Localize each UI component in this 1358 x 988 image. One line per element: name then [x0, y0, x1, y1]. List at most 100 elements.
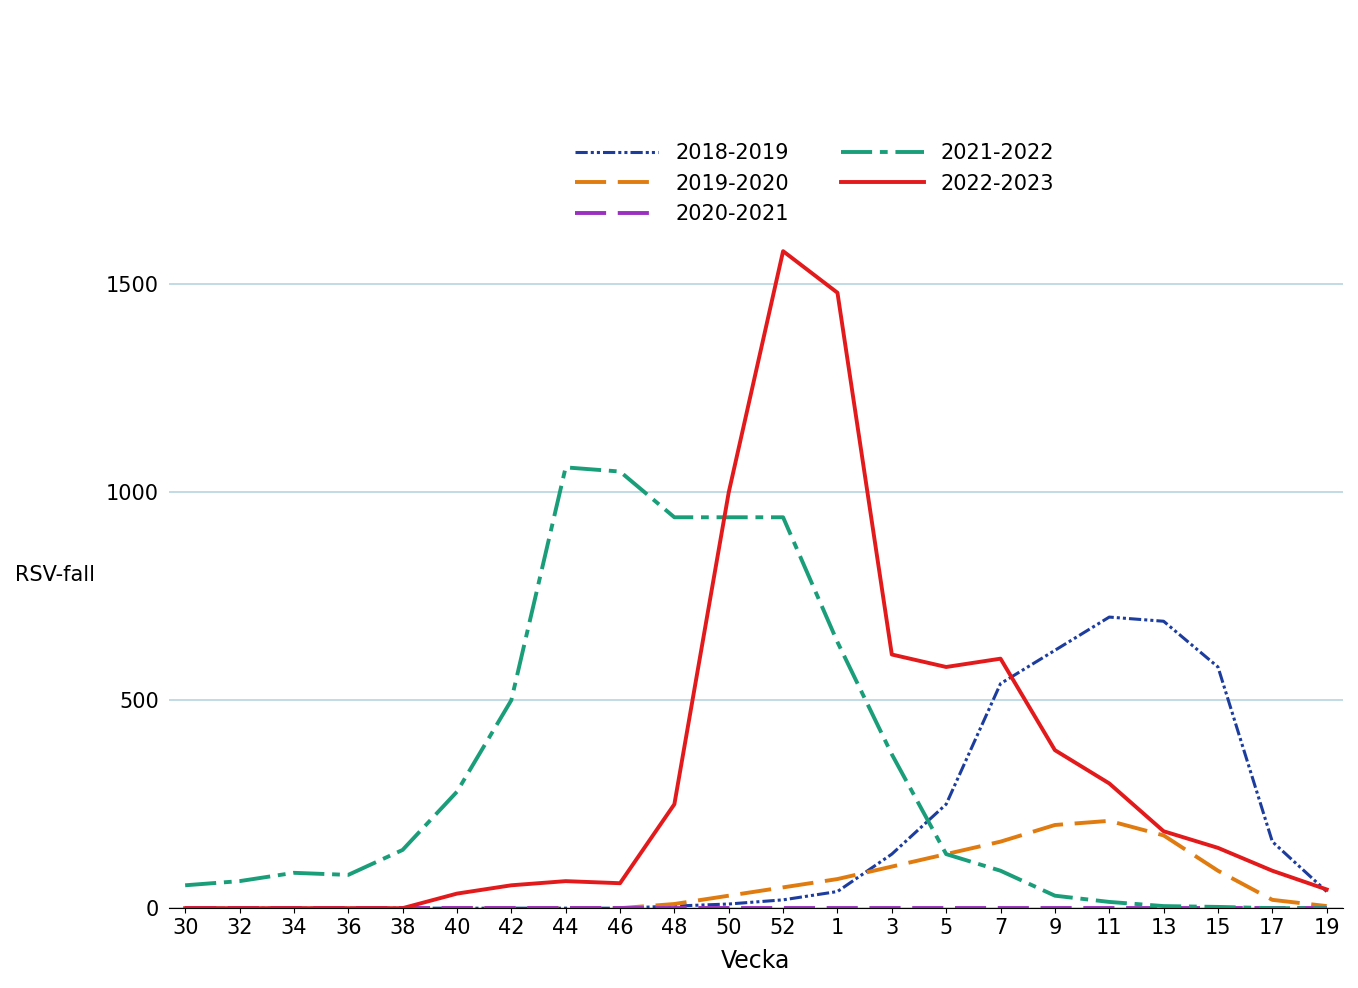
2020-2021 [1210, 902, 1226, 914]
Line: 2018-2019: 2018-2019 [185, 618, 1327, 908]
2021-2022 [775, 512, 792, 524]
2020-2021 [612, 902, 629, 914]
2020-2021 [1101, 902, 1118, 914]
2019-2020 [721, 890, 737, 902]
2020-2021 [884, 902, 900, 914]
2022-2023 [558, 875, 574, 887]
2020-2021 [830, 902, 846, 914]
Y-axis label: RSV-fall: RSV-fall [15, 565, 95, 585]
Line: 2021-2022: 2021-2022 [185, 467, 1327, 908]
2018-2019 [177, 902, 193, 914]
2018-2019 [721, 898, 737, 910]
2018-2019 [1047, 644, 1063, 656]
2019-2020 [830, 873, 846, 885]
2021-2022 [1264, 902, 1281, 914]
X-axis label: Vecka: Vecka [721, 949, 790, 973]
2022-2023 [285, 902, 301, 914]
Line: 2022-2023: 2022-2023 [185, 251, 1327, 908]
2022-2023 [394, 902, 410, 914]
2019-2020 [231, 902, 247, 914]
2020-2021 [775, 902, 792, 914]
2021-2022 [884, 748, 900, 760]
2018-2019 [285, 902, 301, 914]
2021-2022 [1319, 902, 1335, 914]
2021-2022 [612, 465, 629, 477]
2018-2019 [884, 848, 900, 860]
2019-2020 [448, 902, 464, 914]
2021-2022 [993, 864, 1009, 876]
2022-2023 [177, 902, 193, 914]
2020-2021 [993, 902, 1009, 914]
2019-2020 [993, 836, 1009, 848]
2018-2019 [1101, 612, 1118, 623]
2021-2022 [1156, 900, 1172, 912]
2018-2019 [775, 894, 792, 906]
Line: 2019-2020: 2019-2020 [185, 821, 1327, 908]
2020-2021 [1047, 902, 1063, 914]
2018-2019 [340, 902, 356, 914]
2020-2021 [448, 902, 464, 914]
2021-2022 [504, 695, 520, 706]
2021-2022 [231, 875, 247, 887]
2021-2022 [285, 866, 301, 878]
2021-2022 [830, 636, 846, 648]
2018-2019 [830, 885, 846, 897]
2019-2020 [612, 902, 629, 914]
2019-2020 [340, 902, 356, 914]
2022-2023 [231, 902, 247, 914]
2021-2022 [558, 461, 574, 473]
2020-2021 [938, 902, 955, 914]
2022-2023 [938, 661, 955, 673]
2019-2020 [1210, 864, 1226, 876]
2019-2020 [1047, 819, 1063, 831]
2020-2021 [231, 902, 247, 914]
2021-2022 [1210, 901, 1226, 913]
2019-2020 [285, 902, 301, 914]
2022-2023 [721, 486, 737, 498]
2020-2021 [721, 902, 737, 914]
2022-2023 [504, 879, 520, 891]
2022-2023 [340, 902, 356, 914]
2019-2020 [667, 898, 683, 910]
2022-2023 [612, 877, 629, 889]
2019-2020 [1319, 900, 1335, 912]
2019-2020 [394, 902, 410, 914]
2021-2022 [938, 848, 955, 860]
2019-2020 [775, 881, 792, 893]
2022-2023 [1101, 778, 1118, 789]
2018-2019 [1210, 661, 1226, 673]
2021-2022 [721, 512, 737, 524]
2018-2019 [394, 902, 410, 914]
2022-2023 [1210, 842, 1226, 854]
2021-2022 [667, 512, 683, 524]
2021-2022 [177, 879, 193, 891]
2019-2020 [558, 902, 574, 914]
2018-2019 [1319, 885, 1335, 897]
2021-2022 [1047, 890, 1063, 902]
2019-2020 [177, 902, 193, 914]
2022-2023 [1156, 825, 1172, 837]
2022-2023 [1319, 883, 1335, 895]
2021-2022 [448, 785, 464, 797]
2018-2019 [558, 902, 574, 914]
2020-2021 [394, 902, 410, 914]
2018-2019 [504, 902, 520, 914]
2020-2021 [1156, 902, 1172, 914]
2019-2020 [938, 848, 955, 860]
2018-2019 [231, 902, 247, 914]
Legend: 2018-2019, 2019-2020, 2020-2021, 2021-2022, 2022-2023: 2018-2019, 2019-2020, 2020-2021, 2021-20… [574, 143, 1054, 224]
2018-2019 [1156, 616, 1172, 627]
2020-2021 [1319, 902, 1335, 914]
2020-2021 [1264, 902, 1281, 914]
2018-2019 [993, 678, 1009, 690]
2018-2019 [938, 798, 955, 810]
2018-2019 [448, 902, 464, 914]
2019-2020 [1264, 894, 1281, 906]
2021-2022 [394, 844, 410, 856]
2018-2019 [1264, 836, 1281, 848]
2022-2023 [884, 648, 900, 660]
2020-2021 [504, 902, 520, 914]
2018-2019 [612, 902, 629, 914]
2022-2023 [1047, 744, 1063, 756]
2021-2022 [1101, 896, 1118, 908]
